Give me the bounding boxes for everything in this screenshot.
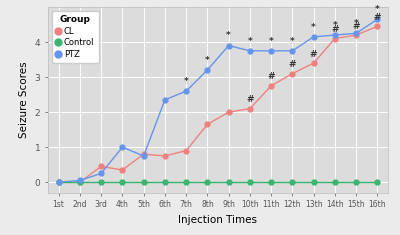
Text: #: # bbox=[246, 95, 254, 104]
Text: *: * bbox=[269, 37, 274, 46]
Y-axis label: Seizure Scores: Seizure Scores bbox=[19, 62, 29, 138]
Text: *: * bbox=[184, 77, 188, 86]
X-axis label: Injection Times: Injection Times bbox=[178, 215, 258, 225]
Text: *: * bbox=[375, 5, 380, 14]
Text: *: * bbox=[290, 37, 295, 46]
Text: #: # bbox=[267, 72, 275, 81]
Legend: CL, Control, PTZ: CL, Control, PTZ bbox=[52, 11, 98, 63]
Text: *: * bbox=[205, 56, 210, 65]
Text: *: * bbox=[332, 21, 337, 30]
Text: #: # bbox=[289, 60, 296, 69]
Text: *: * bbox=[248, 37, 252, 46]
Text: #: # bbox=[374, 13, 381, 22]
Text: *: * bbox=[354, 19, 358, 28]
Text: #: # bbox=[331, 25, 339, 34]
Text: #: # bbox=[310, 50, 317, 59]
Text: *: * bbox=[226, 31, 231, 40]
Text: *: * bbox=[311, 23, 316, 31]
Text: #: # bbox=[352, 22, 360, 31]
